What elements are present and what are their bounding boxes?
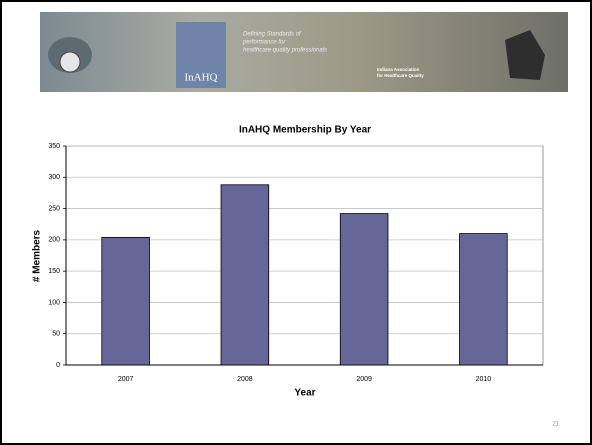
- y-tick-label: 200: [48, 237, 60, 244]
- slide-number: 21: [552, 422, 559, 428]
- bar: [459, 233, 508, 366]
- tagline: performance for: [242, 40, 286, 46]
- x-tick-label: 2010: [476, 376, 492, 383]
- y-tick-label: 150: [48, 268, 60, 275]
- x-tick-label: 2008: [237, 376, 253, 383]
- y-tick-label: 50: [52, 331, 60, 338]
- x-tick-label: 2007: [118, 376, 134, 383]
- logo-text: InAHQ: [185, 72, 218, 84]
- organization: Indiana Association: [377, 67, 420, 72]
- banner-background: [40, 12, 568, 92]
- y-tick-label: 100: [48, 299, 60, 306]
- banner: InAHQ Defining Standards of performance …: [40, 12, 568, 92]
- banner-cross: [59, 51, 81, 73]
- plot-area: 0 50 100 150 200 250 300 350 2007 2008 2009 2010: [48, 143, 544, 383]
- y-tick-label: 350: [48, 143, 60, 150]
- y-tick-label: 250: [48, 205, 60, 212]
- chart-title: InAHQ Membership By Year: [239, 125, 371, 136]
- bar: [101, 236, 150, 366]
- y-tick-label: 0: [56, 362, 60, 369]
- y-tick-label: 300: [48, 174, 60, 181]
- tagline: Defining Standards of: [243, 32, 302, 38]
- x-tick-label: 2009: [356, 376, 372, 383]
- y-axis-label: # Members: [32, 229, 43, 282]
- banner-statue: [505, 30, 545, 80]
- bar: [339, 213, 389, 366]
- organization: for Healthcare Quality: [377, 73, 424, 78]
- logo-box: [176, 22, 226, 88]
- tagline: healthcare quality professionals: [243, 48, 327, 54]
- bar: [220, 184, 270, 366]
- x-axis-label: Year: [294, 388, 315, 399]
